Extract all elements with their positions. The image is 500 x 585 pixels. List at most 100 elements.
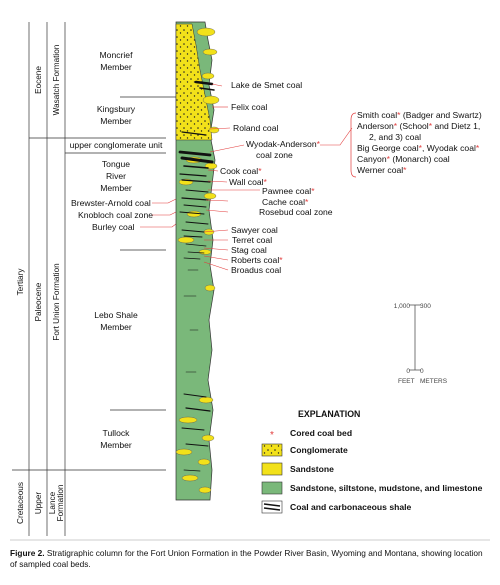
scale-meters-bottom: 0	[420, 368, 424, 375]
terret-label: Terret coal	[232, 235, 272, 245]
cored-star: *	[258, 166, 262, 176]
scale-feet-top: 1,000	[394, 303, 411, 310]
cook-label: Cook coal	[220, 166, 258, 176]
eocene-label: Eocene	[34, 66, 43, 94]
right-coal-labels: Lake de Smet coal Felix coal Roland coal…	[220, 80, 333, 275]
cored-star: *	[305, 197, 309, 207]
moncrief-line-1: Moncrief	[100, 50, 134, 60]
coal-zone-list: Smith coal* (Badger and Swartz) Anderson…	[357, 110, 482, 175]
anderson-sub: (School	[400, 121, 429, 131]
upper-label: Upper	[34, 492, 43, 515]
roland-label: Roland coal	[233, 123, 278, 133]
kingsbury-line-2: Member	[100, 116, 132, 126]
scale-meters-top: 300	[420, 303, 431, 310]
tongue-river-line-3: Member	[100, 183, 132, 193]
pawnee-label: Pawnee coal	[262, 186, 311, 196]
legend-mixed: Sandstone, siltstone, mudstone, and lime…	[290, 483, 483, 493]
cored-star: *	[317, 139, 321, 149]
coal-swatch	[261, 500, 283, 514]
svg-text:Cache coal*: Cache coal*	[262, 197, 309, 207]
svg-text:Big George coal*, Wyodak coal*: Big George coal*, Wyodak coal*	[357, 143, 480, 153]
kingsbury-line-1: Kingsbury	[97, 104, 136, 114]
conglomerate-wedge	[175, 23, 213, 141]
felix-label: Felix coal	[231, 102, 267, 112]
lebo-line-2: Member	[100, 322, 132, 332]
wyodak-zone-label: coal zone	[256, 150, 293, 160]
rosebud-label: Rosebud coal zone	[259, 207, 333, 217]
smith-label: Smith coal	[357, 110, 397, 120]
lebo-line-1: Lebo Shale	[94, 310, 138, 320]
sandstone-swatch	[261, 462, 283, 476]
figure-label: Figure 2.	[10, 548, 45, 558]
svg-text:Pawnee coal*: Pawnee coal*	[262, 186, 315, 196]
scale-feet-bottom: 0	[406, 368, 410, 375]
wasatch-label: Wasatch Formation	[52, 44, 61, 115]
knobloch-label: Knobloch coal zone	[78, 210, 153, 220]
scale-feet-label: FEET	[398, 378, 415, 385]
legend-sandstone: Sandstone	[290, 464, 334, 474]
scale-bar: 1,000 300 0 0 FEET METERS	[394, 303, 448, 385]
cored-star: *	[264, 177, 268, 187]
lance-label-2: Formation	[56, 484, 65, 521]
figure-caption: Figure 2. Stratigraphic column for the F…	[10, 548, 490, 570]
tongue-river-line-2: River	[106, 171, 126, 181]
legend-conglomerate: Conglomerate	[290, 445, 348, 455]
stratigraphic-column	[175, 21, 220, 501]
cored-star: *	[311, 186, 315, 196]
system-label: Tertiary	[16, 268, 25, 296]
wyodak-coal-label: , Wyodak coal	[422, 143, 476, 153]
lance-label-1: Lance	[48, 491, 57, 514]
burley-label: Burley coal	[92, 222, 135, 232]
coal-swatch-lines	[263, 503, 281, 511]
cored-star: *	[279, 255, 283, 265]
svg-text:Roberts coal*: Roberts coal*	[231, 255, 283, 265]
stratigraphy-table	[12, 22, 180, 536]
svg-text:Smith coal* (Badger and Swartz: Smith coal* (Badger and Swartz)	[357, 110, 482, 120]
lake-de-smet-label: Lake de Smet coal	[231, 80, 302, 90]
figure-caption-text: Stratigraphic column for the Fort Union …	[10, 548, 483, 569]
smith-sub: (Badger and Swartz)	[403, 110, 482, 120]
cored-star: *	[476, 143, 480, 153]
canyon-sub: (Monarch) coal	[392, 154, 449, 164]
wyodak-anderson-label: Wyodak-Anderson	[246, 139, 317, 149]
tullock-line-1: Tullock	[103, 428, 131, 438]
cache-label: Cache coal	[262, 197, 305, 207]
mixed-swatch	[261, 481, 283, 495]
wall-label: Wall coal	[229, 177, 264, 187]
cretaceous-label: Cretaceous	[16, 482, 25, 524]
cored-star: *	[429, 121, 433, 131]
svg-text:Wyodak-Anderson*: Wyodak-Anderson*	[246, 139, 321, 149]
sawyer-label: Sawyer coal	[231, 225, 278, 235]
anderson-sub2: and Dietz 1,	[434, 121, 480, 131]
tullock-line-2: Member	[100, 440, 132, 450]
legend-coal: Coal and carbonaceous shale	[290, 502, 412, 512]
paleocene-label: Paleocene	[34, 282, 43, 321]
cored-star: *	[403, 165, 407, 175]
legend: EXPLANATION * Cored coal bed Conglomerat…	[261, 409, 483, 514]
svg-text:Canyon* (Monarch) coal: Canyon* (Monarch) coal	[357, 154, 450, 164]
brewster-arnold-label: Brewster-Arnold coal	[71, 198, 151, 208]
cored-star: *	[397, 110, 401, 120]
big-george-label: Big George coal	[357, 143, 419, 153]
svg-text:Werner coal*: Werner coal*	[357, 165, 407, 175]
tongue-river-line-1: Tongue	[102, 159, 130, 169]
cored-star: *	[387, 154, 391, 164]
legend-cored: Cored coal bed	[290, 428, 352, 438]
stag-label: Stag coal	[231, 245, 267, 255]
member-names: Moncrief Member Kingsbury Member upper c…	[70, 50, 163, 450]
broadus-label: Broadus coal	[231, 265, 281, 275]
cored-star: *	[394, 121, 398, 131]
svg-text:Anderson* (School* and Dietz 1: Anderson* (School* and Dietz 1,	[357, 121, 480, 131]
scale-meters-label: METERS	[420, 378, 448, 385]
legend-title: EXPLANATION	[298, 409, 360, 419]
svg-text:Wall coal*: Wall coal*	[229, 177, 268, 187]
anderson-line-2: 2, and 3) coal	[369, 132, 421, 142]
moncrief-line-2: Member	[100, 62, 132, 72]
zone-bracket	[350, 112, 357, 178]
upper-conglomerate-label: upper conglomerate unit	[70, 140, 163, 150]
legend-star-icon: *	[270, 430, 274, 441]
conglomerate-swatch	[261, 443, 283, 457]
coal-beds	[178, 80, 215, 472]
right-leader-lines	[203, 83, 353, 271]
